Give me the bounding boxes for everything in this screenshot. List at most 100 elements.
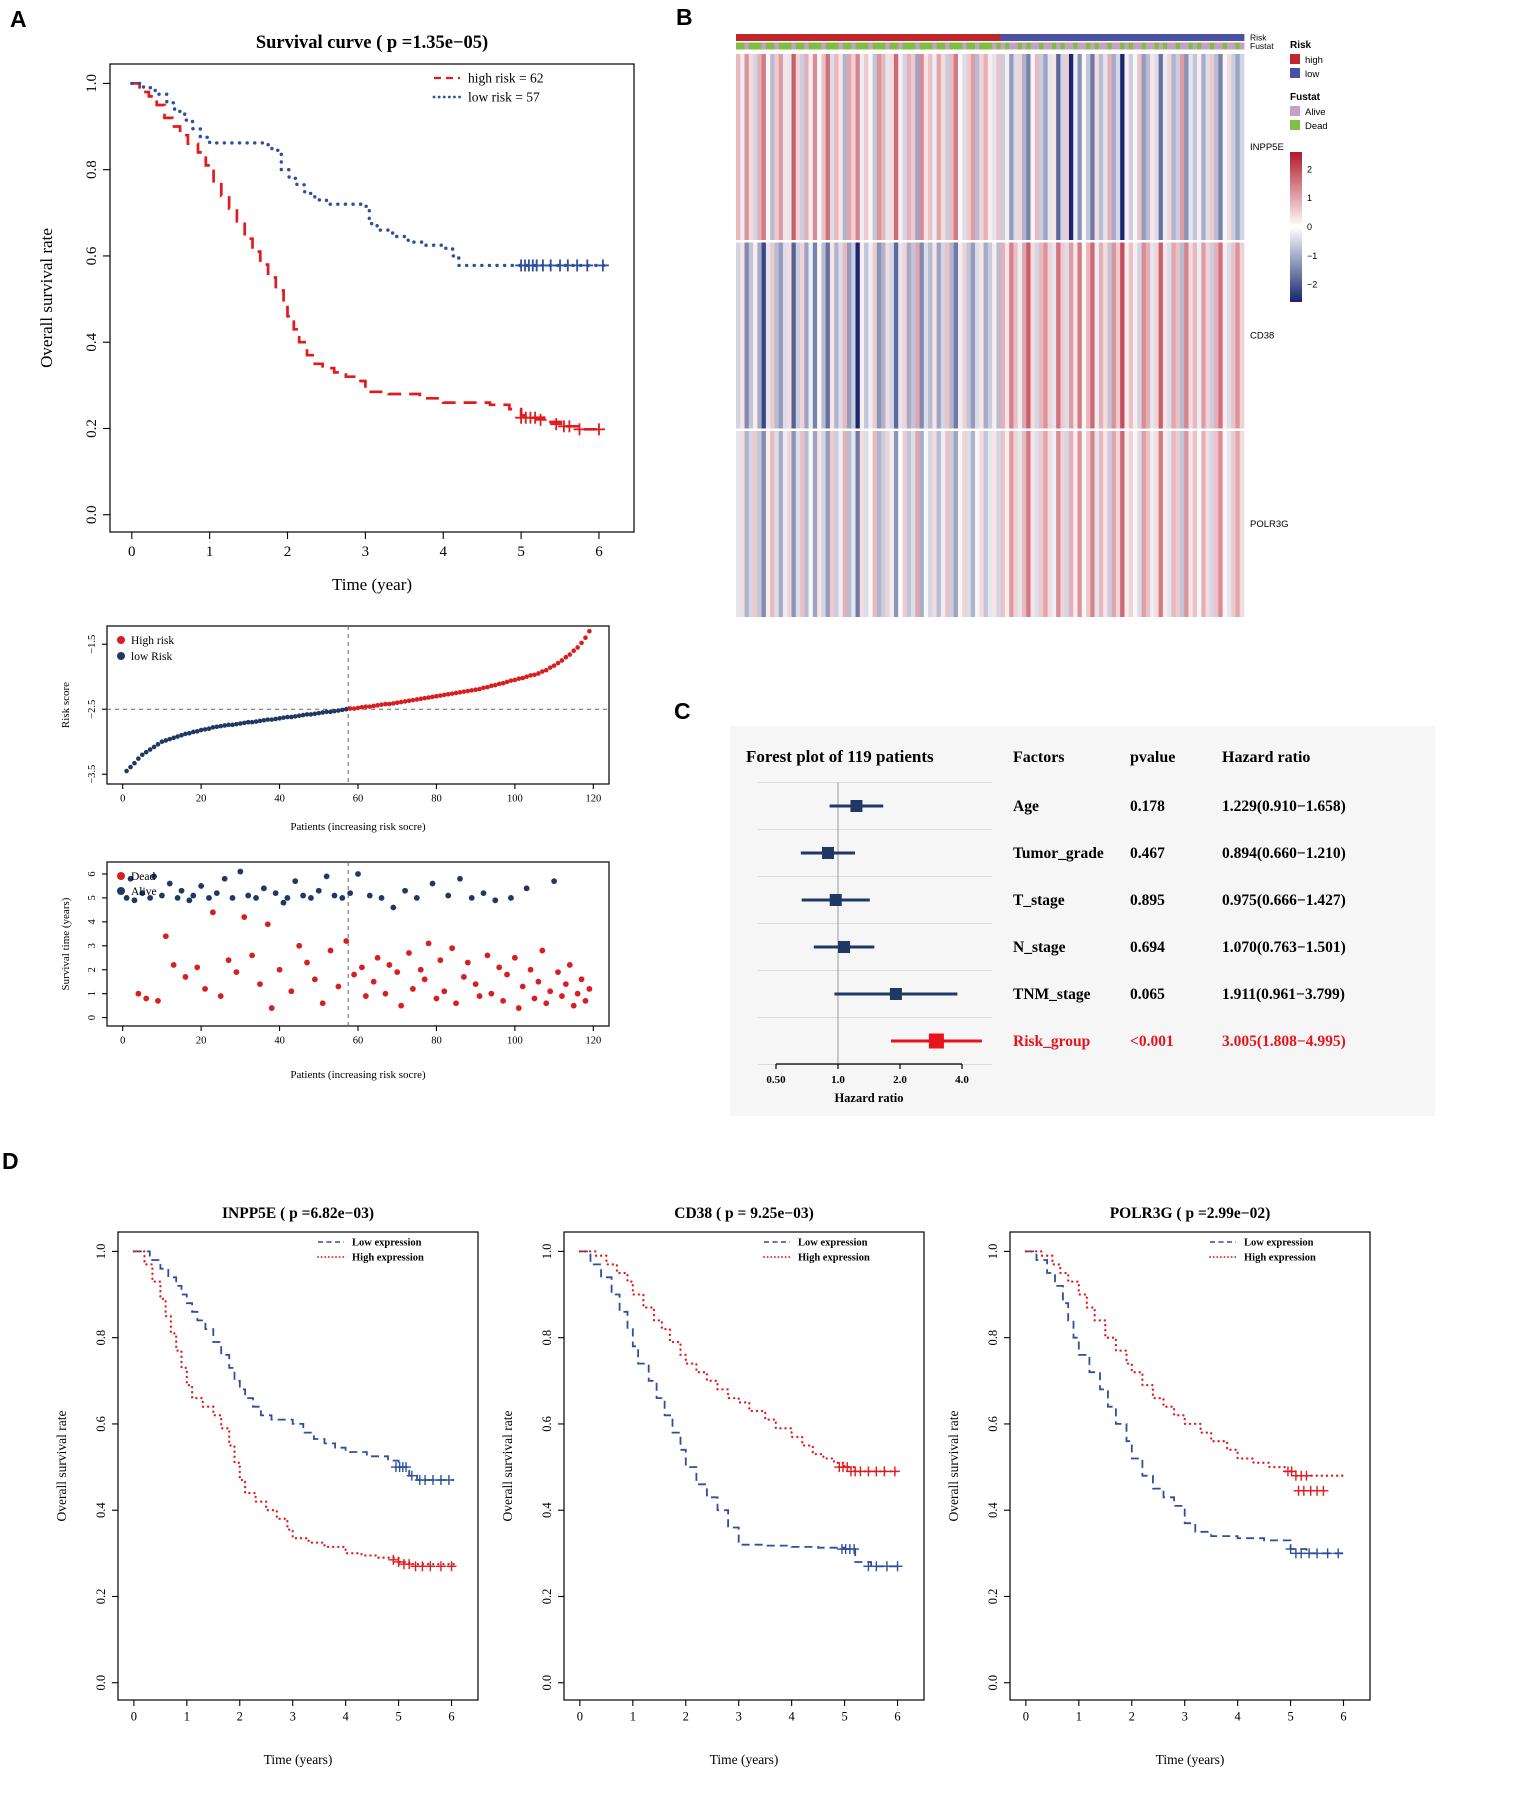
hr-axis-tick: 1.0 (831, 1074, 845, 1086)
risk-score-point (528, 673, 533, 678)
risk-score-point (587, 628, 592, 634)
y-tick-label: 0.6 (986, 1416, 1000, 1432)
legend-label: high risk = 62 (468, 71, 544, 86)
fustat-bar-label: Fustat (1250, 41, 1274, 51)
risk-score-point (332, 708, 337, 714)
y-tick-label: 0 (87, 1015, 98, 1020)
y-tick-label: 0.4 (986, 1502, 1000, 1518)
colorbar-tick: −2 (1307, 280, 1317, 290)
patient-point (170, 962, 177, 968)
risk-score-point (308, 712, 314, 717)
risk-score-point (343, 706, 349, 712)
heatmap-colorbar (1290, 152, 1302, 302)
x-tick-label: 0 (131, 1710, 137, 1724)
patient-point (280, 899, 287, 906)
risk-score-point (175, 734, 180, 739)
x-tick-label: 1 (1076, 1710, 1082, 1724)
patient-point (237, 868, 244, 875)
patient-point (253, 895, 259, 901)
patient-point (441, 988, 448, 995)
y-tick-label: 0.2 (986, 1589, 1000, 1605)
risk-score-point (449, 691, 455, 696)
risk-score-point (222, 723, 227, 728)
risk-score-point (292, 714, 298, 719)
y-tick-label: 0.2 (84, 419, 100, 438)
risk-score-point (394, 700, 400, 706)
risk-score-point (563, 654, 569, 660)
patient-point (221, 875, 228, 882)
patient-point (500, 997, 507, 1004)
legend-label: low (1305, 69, 1319, 80)
patient-point (308, 895, 314, 901)
risk-score-point (390, 701, 396, 706)
x-tick-label: 40 (274, 1036, 285, 1047)
risk-score-point (296, 713, 302, 719)
legend-label: Dead (131, 871, 156, 883)
risk-score-point (340, 707, 345, 713)
patient-point (410, 985, 416, 992)
chart-title: INPP5E ( p =6.82e−03) (222, 1205, 374, 1222)
patient-point (394, 969, 401, 976)
risk-score-point (269, 717, 275, 722)
patient-point (402, 887, 408, 894)
risk-score-point (261, 717, 267, 723)
y-tick-label: 0.2 (94, 1589, 108, 1605)
y-axis-label: Overall survival rate (500, 1411, 515, 1522)
risk-score-point (241, 720, 247, 726)
x-tick-label: 6 (595, 544, 603, 560)
risk-score-point (387, 701, 392, 707)
x-tick-label: 100 (507, 794, 523, 805)
y-tick-label: 0.8 (84, 160, 100, 179)
patient-point (421, 976, 428, 983)
risk-score-point (194, 729, 200, 734)
factor-name: Age (1013, 798, 1039, 815)
y-tick-label: 0.2 (540, 1589, 554, 1605)
patient-point (406, 950, 412, 956)
risk-score-point (226, 722, 231, 728)
patient-point (257, 981, 263, 988)
x-tick-label: 5 (517, 544, 525, 560)
x-tick-label: 0 (1023, 1710, 1029, 1724)
risk-score-point (277, 716, 282, 721)
patient-point (429, 880, 436, 887)
km_cd38-svg: 0 1 2 3 4 5 6 0.0 0.2 0.4 0.6 0.8 1.0 Time (years) Ove… (500, 1205, 925, 1767)
surv_time-svg: 0 20 40 60 80 100 120 0 1 2 3 4 5 6 Patients (increasi… (60, 861, 610, 1081)
patient-point (151, 873, 157, 880)
risk-score-point (536, 671, 541, 676)
risk-score-point (438, 693, 443, 698)
chart-title: CD38 ( p = 9.25e−03) (674, 1205, 814, 1222)
risk-score-point (543, 667, 549, 673)
risk-score-point (179, 732, 184, 738)
forest-plot-panel: Forest plot of 119 patients Factors pvalue… (730, 726, 1435, 1121)
patient-point (288, 988, 295, 995)
y-tick-label: 0.4 (84, 332, 100, 351)
y-tick-label: 1.0 (94, 1244, 108, 1260)
factor-name: N_stage (1013, 939, 1066, 956)
patient-point (559, 993, 565, 999)
patient-point (166, 880, 173, 887)
risk-score-point (234, 721, 239, 727)
panel-label-d: D (2, 1148, 19, 1174)
risk-score-point (532, 672, 537, 678)
risk-score-point (547, 665, 553, 670)
patient-point (339, 895, 346, 901)
x-axis-label: Patients (increasing risk socre) (290, 1069, 426, 1081)
y-tick-label: 0.0 (540, 1675, 554, 1691)
y-tick-label: 0.0 (84, 505, 100, 524)
patient-point (327, 947, 334, 954)
patient-point (370, 978, 377, 985)
hr-axis-tick: 4.0 (955, 1074, 969, 1086)
risk-score-point (469, 688, 475, 693)
y-tick-label: 2 (87, 967, 98, 972)
y-tick-label: 0.6 (84, 246, 100, 265)
risk-score-point (210, 725, 216, 730)
patient-point (233, 969, 240, 976)
patient-point (272, 890, 279, 897)
factor-pvalue: 0.694 (1130, 939, 1165, 956)
patient-point (174, 895, 181, 901)
col-header-factors: Factors (1013, 749, 1065, 766)
forest-title: Forest plot of 119 patients (746, 747, 934, 766)
patient-point (366, 892, 373, 899)
legend-title-risk: Risk (1290, 40, 1312, 51)
